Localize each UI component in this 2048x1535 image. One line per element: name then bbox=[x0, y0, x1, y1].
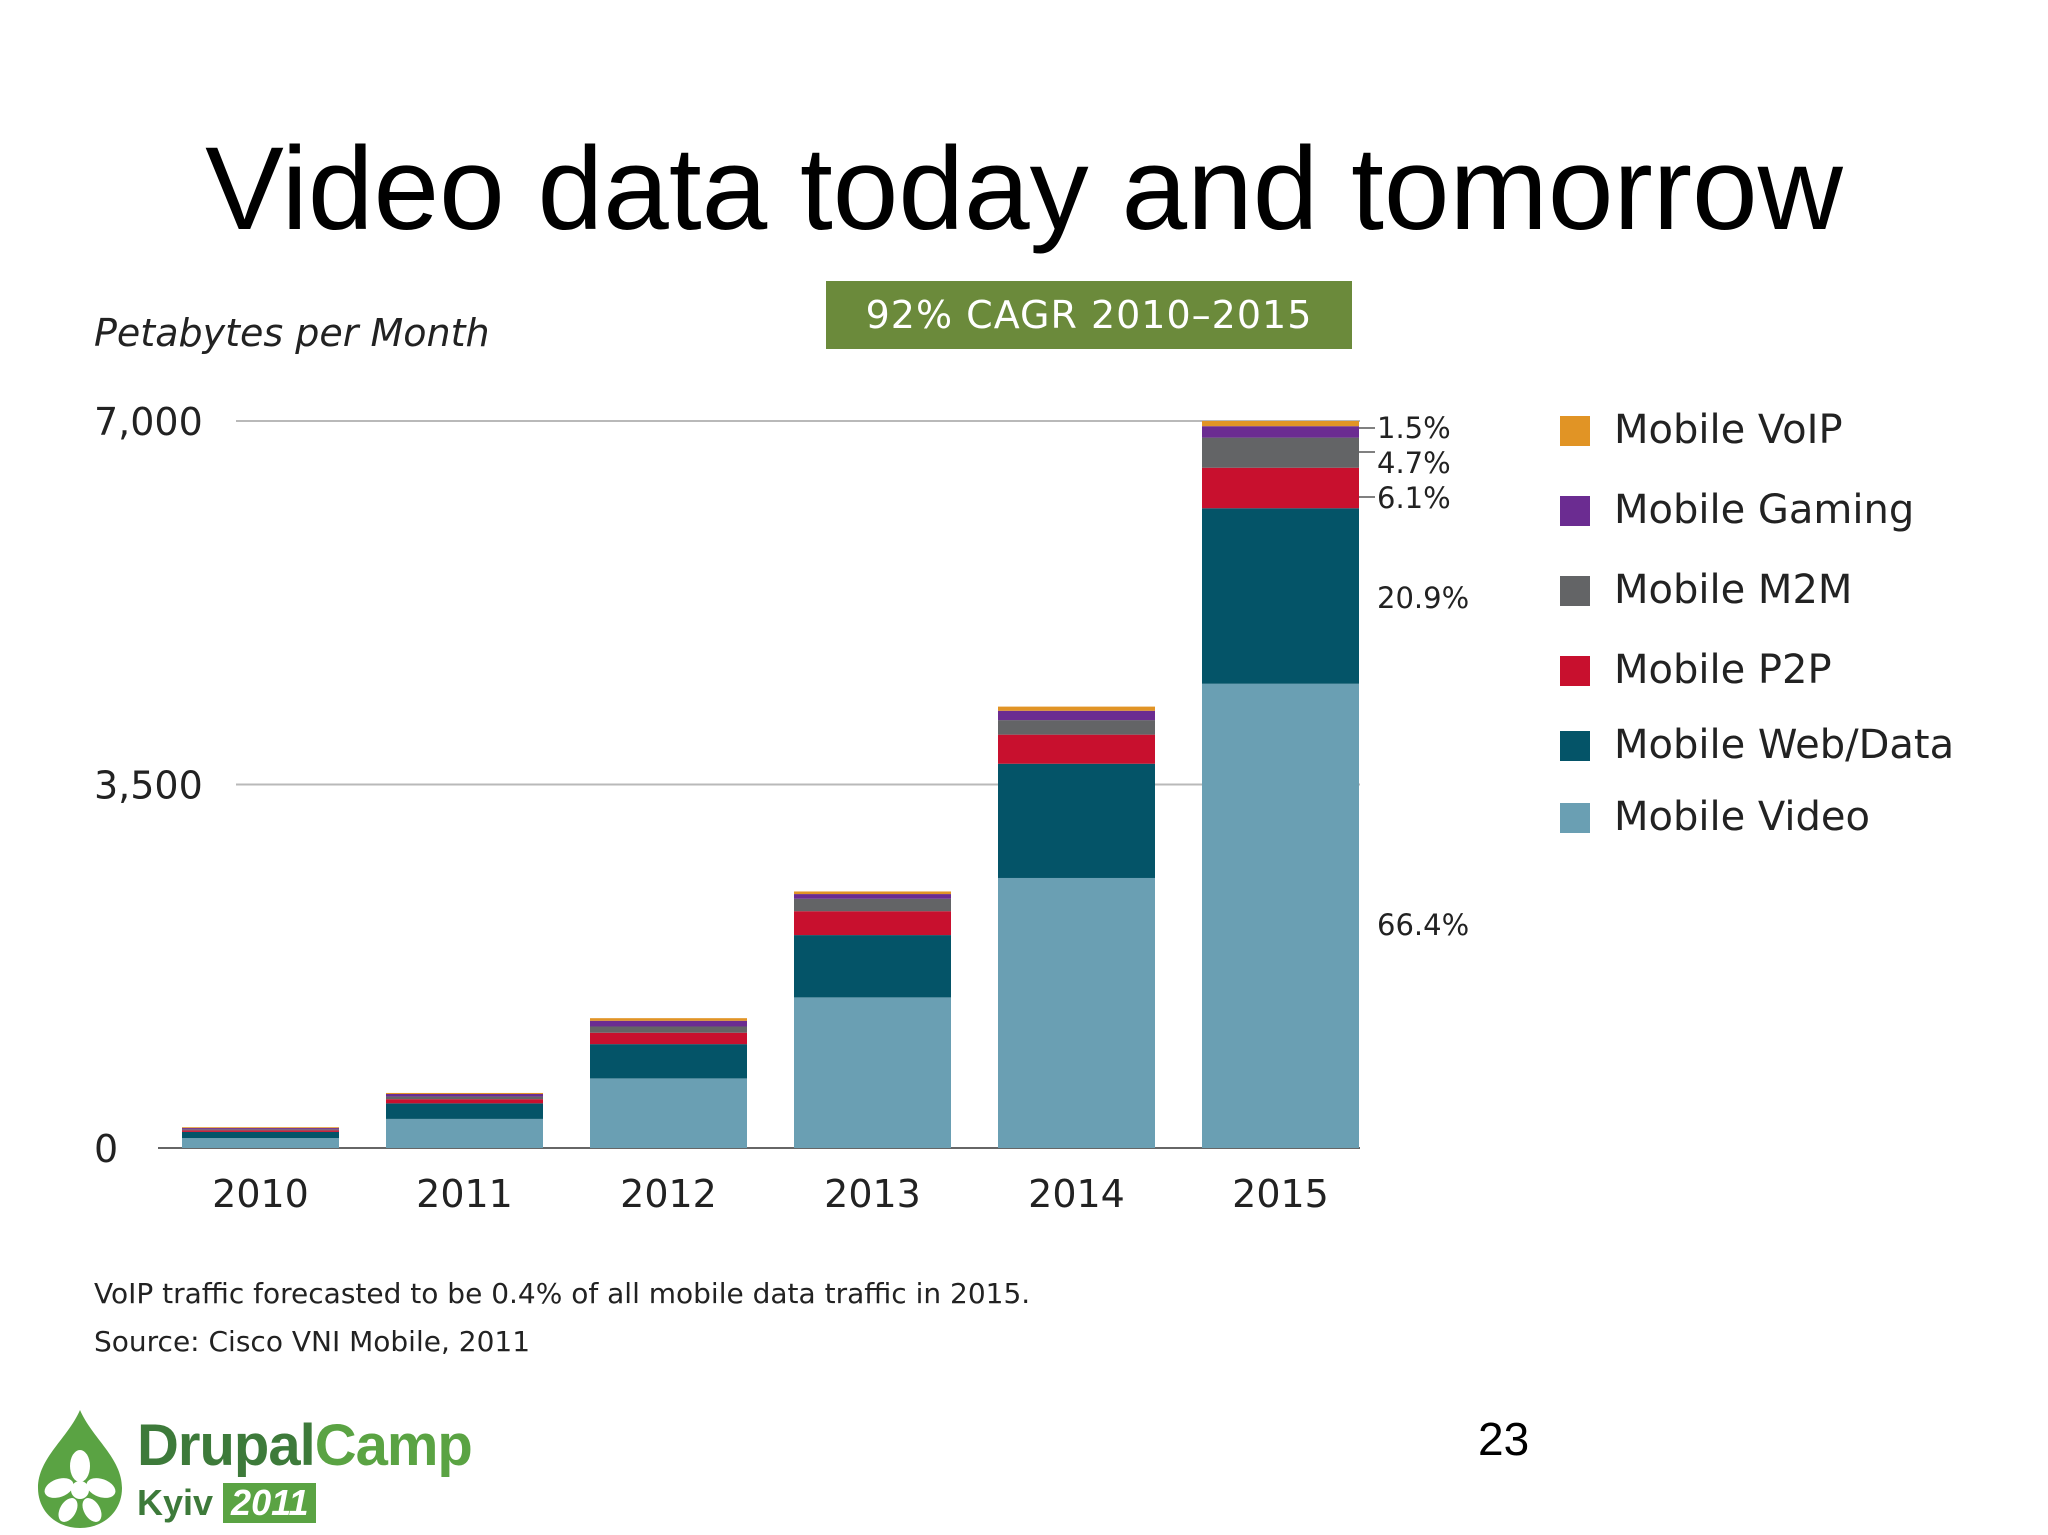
bar-segment bbox=[182, 1131, 339, 1139]
legend-label: Mobile Web/Data bbox=[1614, 722, 1955, 768]
cagr-badge: 92% CAGR 2010–2015 bbox=[826, 281, 1352, 349]
bar-segment bbox=[794, 997, 951, 1148]
annotation-label: 1.5% bbox=[1377, 411, 1451, 445]
bar-segment bbox=[386, 1118, 543, 1148]
bar-segment bbox=[182, 1138, 339, 1148]
bar-segment bbox=[998, 706, 1155, 711]
bar-segment bbox=[1202, 467, 1359, 509]
bar-segment bbox=[794, 894, 951, 899]
legend-swatch bbox=[1560, 656, 1590, 686]
bar-segment bbox=[182, 1127, 339, 1129]
bar-segment bbox=[386, 1093, 543, 1097]
bar-segment bbox=[386, 1092, 543, 1094]
annotation-label: 4.7% bbox=[1377, 446, 1451, 480]
legend-swatch bbox=[1560, 576, 1590, 606]
bar-segment bbox=[1202, 426, 1359, 438]
bar-segment bbox=[182, 1130, 339, 1132]
legend-label: Mobile Video bbox=[1614, 794, 1870, 840]
bar-segment bbox=[998, 763, 1155, 878]
bar-segment bbox=[1202, 508, 1359, 684]
bar-segment bbox=[998, 734, 1155, 764]
drop-logo-icon bbox=[38, 1410, 122, 1528]
bar-segment bbox=[590, 1018, 747, 1021]
logo-subtitle: Kyiv 2011 bbox=[137, 1482, 317, 1524]
annotation-label: 20.9% bbox=[1377, 581, 1469, 615]
bar-segment bbox=[794, 898, 951, 912]
bar-segment bbox=[386, 1099, 543, 1104]
legend-label: Mobile M2M bbox=[1614, 567, 1853, 613]
legend-label: Mobile Gaming bbox=[1614, 487, 1915, 533]
bar-segment bbox=[998, 710, 1155, 721]
footnote-source: Source: Cisco VNI Mobile, 2011 bbox=[94, 1325, 531, 1358]
bar-segment bbox=[590, 1078, 747, 1148]
bar-segment bbox=[386, 1103, 543, 1119]
y-tick-label: 3,500 bbox=[94, 764, 203, 808]
y-tick-label: 7,000 bbox=[94, 400, 203, 444]
legend-swatch bbox=[1560, 731, 1590, 761]
legend-label: Mobile VoIP bbox=[1614, 407, 1843, 453]
x-tick-label: 2015 bbox=[1232, 1172, 1329, 1216]
y-axis-label: Petabytes per Month bbox=[94, 311, 490, 355]
bar-segment bbox=[1202, 421, 1359, 427]
drupalcamp-logo: DrupalCamp Kyiv 2011 bbox=[30, 1400, 510, 1530]
bar-segment bbox=[386, 1096, 543, 1100]
bar-segment bbox=[1202, 437, 1359, 468]
bar-segment bbox=[590, 1032, 747, 1045]
bar-segment bbox=[1202, 683, 1359, 1148]
bar-segment bbox=[182, 1128, 339, 1130]
legend-swatch bbox=[1560, 496, 1590, 526]
x-tick-label: 2014 bbox=[1028, 1172, 1125, 1216]
legend-label: Mobile P2P bbox=[1614, 647, 1832, 693]
slide-title: Video data today and tomorrow bbox=[205, 123, 1843, 255]
bar-segment bbox=[182, 1129, 339, 1131]
bar-segment bbox=[794, 891, 951, 895]
bar-segment bbox=[794, 911, 951, 936]
bar-segment bbox=[590, 1020, 747, 1027]
bar-segment bbox=[590, 1026, 747, 1033]
bar-segment bbox=[794, 935, 951, 998]
bar-segment bbox=[998, 720, 1155, 735]
page-number: 23 bbox=[1478, 1413, 1530, 1465]
annotation-label: 6.1% bbox=[1377, 481, 1451, 515]
legend-swatch bbox=[1560, 803, 1590, 833]
legend-swatch bbox=[1560, 416, 1590, 446]
x-tick-label: 2011 bbox=[416, 1172, 513, 1216]
y-tick-label: 0 bbox=[94, 1127, 118, 1171]
bar-segment bbox=[590, 1044, 747, 1079]
x-tick-label: 2013 bbox=[824, 1172, 921, 1216]
logo-wordmark: DrupalCamp bbox=[137, 1413, 473, 1478]
x-tick-label: 2012 bbox=[620, 1172, 717, 1216]
x-tick-label: 2010 bbox=[212, 1172, 309, 1216]
footnote-voip: VoIP traffic forecasted to be 0.4% of al… bbox=[94, 1277, 1031, 1310]
bar-segment bbox=[998, 877, 1155, 1148]
annotation-label: 66.4% bbox=[1377, 908, 1469, 942]
